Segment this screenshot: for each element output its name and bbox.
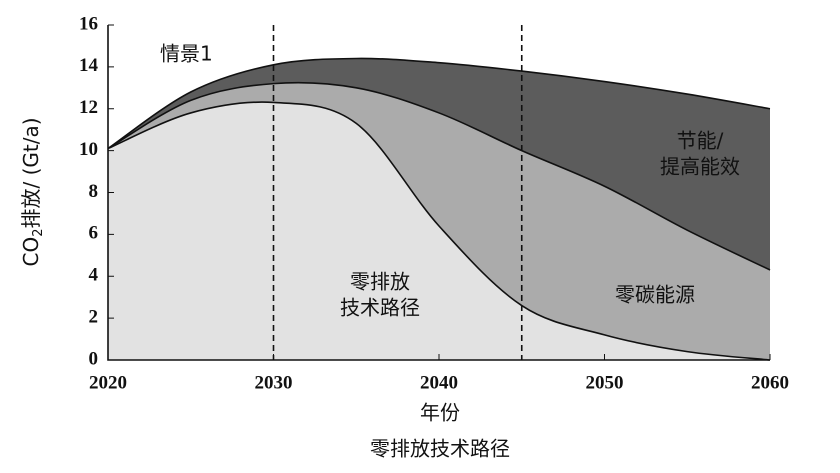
- y-tick-label: 10: [79, 139, 98, 160]
- region-label: 技术路径: [340, 296, 420, 320]
- y-tick-label: 4: [89, 265, 99, 286]
- y-tick-label: 12: [79, 97, 98, 118]
- y-tick-label: 14: [79, 55, 99, 76]
- y-tick-label: 16: [79, 13, 98, 34]
- area-edge: [107, 57, 771, 150]
- x-tick-label: 2030: [255, 372, 293, 393]
- x-axis-label: 年份: [420, 401, 460, 425]
- x-tick-label: 2040: [420, 372, 458, 393]
- y-tick-label: 0: [89, 348, 99, 369]
- region-label: 提高能效: [660, 155, 740, 179]
- area-edge: [107, 81, 771, 271]
- x-tick-label: 2020: [89, 372, 127, 393]
- x-tick-label: 2060: [751, 372, 789, 393]
- region-label: 零碳能源: [615, 283, 695, 307]
- area-edge: [107, 101, 771, 361]
- y-tick-label: 8: [89, 181, 99, 202]
- y-label-part: CO: [19, 237, 43, 267]
- region-label: 零排放: [350, 270, 410, 294]
- y-tick-label: 2: [89, 306, 99, 327]
- caption: 零排放技术路径: [370, 437, 510, 461]
- chart-title: 情景1: [160, 42, 213, 66]
- y-axis-label: CO2排放/ (Gt/a): [19, 117, 46, 266]
- y-label-part: 排放/ (Gt/a): [19, 117, 43, 228]
- x-tick-label: 2050: [586, 372, 624, 393]
- region-label: 节能/: [677, 129, 724, 153]
- plot-area: [107, 57, 771, 361]
- y-label-sub: 2: [31, 229, 46, 237]
- y-tick-label: 6: [89, 223, 99, 244]
